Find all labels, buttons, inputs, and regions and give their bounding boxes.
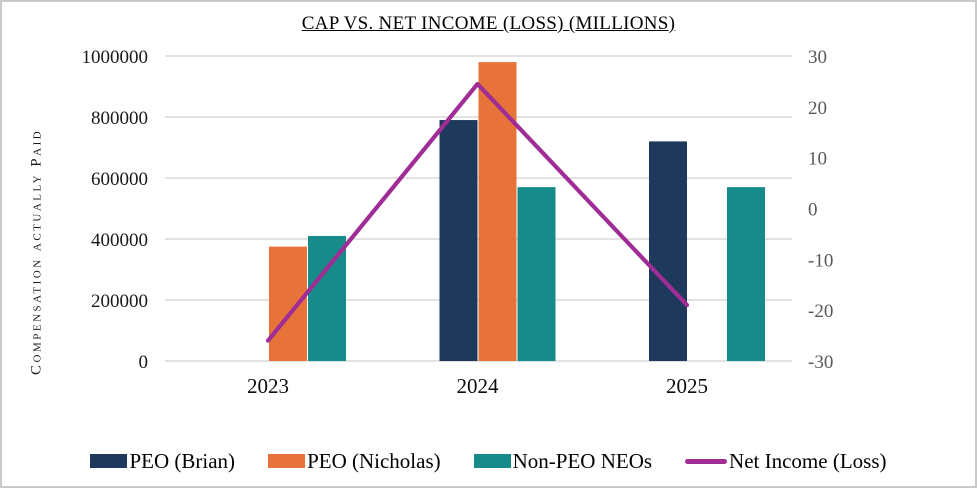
legend-label: PEO (Brian)	[129, 448, 236, 473]
right-axis-tick-label: 0	[808, 200, 818, 221]
right-axis-tick-label: 30	[808, 47, 827, 68]
chart-title-text: CAP VS. NET INCOME (LOSS) (MILLIONS)	[301, 13, 676, 34]
bar-peo-nicholas-	[269, 246, 307, 361]
bar-peo-nicholas-	[478, 62, 517, 361]
chart-title: CAP VS. NET INCOME (LOSS) (MILLIONS)	[2, 13, 975, 35]
right-axis-tick-label: 20	[808, 98, 827, 119]
legend-item-peo-nicholas: PEO (Nicholas)	[268, 449, 441, 474]
legend-item-peo-brian: PEO (Brian)	[90, 449, 235, 474]
bar-non-peo-neos	[517, 187, 556, 361]
plot-area: 1000000 800000 600000 400000 200000 0 30 20 10 0 -…	[82, 47, 834, 398]
left-axis-tick-label: 200000	[91, 291, 148, 312]
right-axis-tick-label: -10	[808, 250, 833, 271]
left-axis-tick-label: 600000	[91, 169, 148, 190]
x-axis-category-label: 2024	[457, 374, 500, 398]
left-axis-tick-label: 800000	[91, 108, 148, 129]
right-axis-tick-label: 10	[808, 149, 827, 170]
right-axis-tick-label: -30	[808, 352, 833, 373]
left-axis-tick-label: 400000	[91, 230, 148, 251]
x-axis-category-label: 2023	[247, 374, 289, 398]
bar-peo-brian-	[439, 120, 478, 361]
legend-item-non-peo-neos: Non-PEO NEOs	[473, 448, 653, 474]
bar-non-peo-neos	[308, 235, 346, 361]
net-income-line-swatch-icon	[685, 458, 728, 464]
right-axis-tick-label: -20	[808, 301, 833, 322]
peo-brian-swatch-icon	[90, 454, 128, 468]
non-peo-neos-swatch-icon	[473, 454, 511, 468]
legend-label: Non-PEO NEOs	[512, 448, 653, 473]
left-axis-tick-label: 0	[139, 352, 149, 373]
peo-nicholas-swatch-icon	[268, 454, 306, 468]
net-income-line	[265, 81, 690, 343]
chart-legend: PEO (Brian) PEO (Nicholas) Non-PEO NEOs …	[2, 438, 975, 484]
left-axis-tick-label: 1000000	[82, 47, 149, 68]
x-axis-category-label: 2025	[666, 374, 708, 398]
bar-non-peo-neos	[727, 187, 765, 361]
bar-peo-brian-	[649, 141, 687, 361]
legend-label: PEO (Nicholas)	[307, 448, 441, 473]
legend-item-net-income-loss: Net Income (Loss)	[685, 448, 887, 474]
legend-label: Net Income (Loss)	[729, 448, 887, 473]
